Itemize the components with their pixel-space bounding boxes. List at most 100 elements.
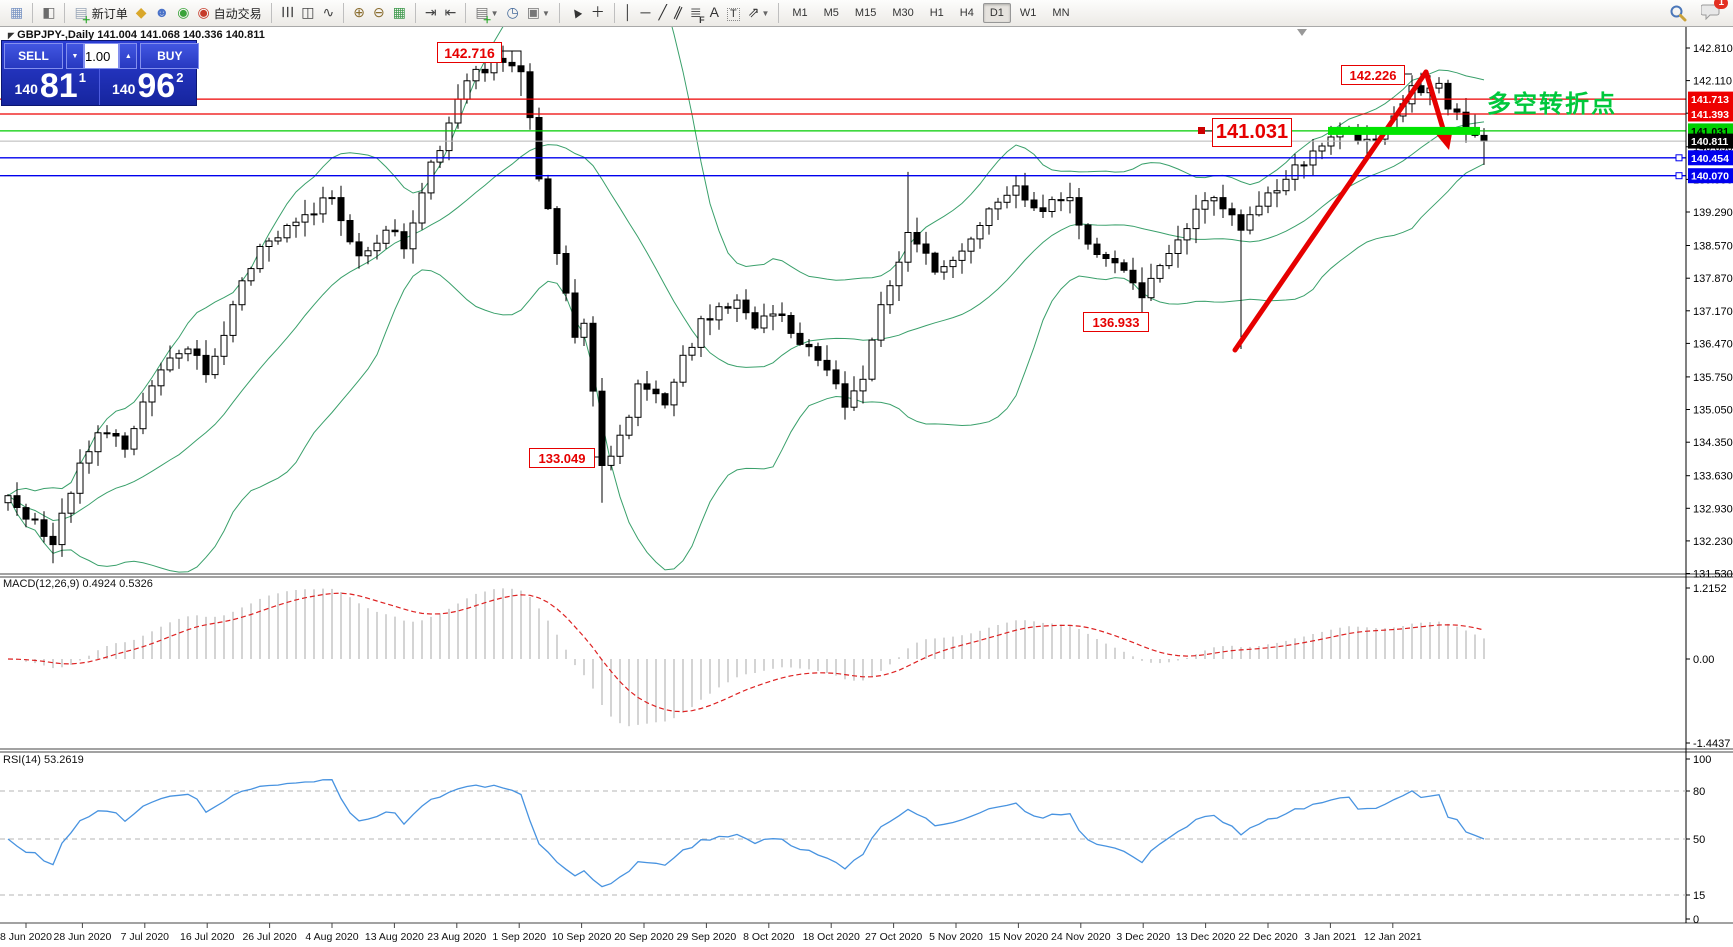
crosshair-icon[interactable]: ＋ [587,2,609,24]
trend-arrow-down[interactable] [1423,69,1447,135]
annotation-swing-low-sep[interactable]: 133.049 [529,448,595,468]
buy-price[interactable]: 140 96 2 [98,69,197,105]
bar-chart-icon[interactable]: ☰ [277,2,298,24]
bull-bear-turning-point-note[interactable]: 多空转折点 [1487,91,1617,118]
candle-body [1291,164,1299,180]
crosshair-icon-glyph: ＋ [590,4,605,20]
auto-scroll-icon-glyph: ⇥ [424,4,437,20]
candle-body [976,225,984,240]
candle-body [166,357,174,371]
cursor-icon[interactable]: ▲ [565,1,587,24]
volume-down-button[interactable]: ▼ [66,43,84,69]
channel-icon[interactable]: ∥ [671,2,686,24]
candle-body [301,214,309,223]
candle-body [400,231,408,250]
volume-up-button[interactable]: ▲ [119,43,138,69]
chart-profile-icon[interactable]: ▣ ▼ [523,2,554,24]
trendline-icon[interactable]: ╱ [654,2,670,24]
zoom-in-icon[interactable]: ⊕ [349,2,369,24]
candlestick-chart-icon[interactable]: ◫ [297,2,318,24]
horizontal-line-icon[interactable]: ─ [637,2,655,24]
deposit-icon-glyph: ◆ [135,4,147,20]
timeframe-m15[interactable]: M15 [854,7,877,19]
timeframe-d1[interactable]: D1 [982,3,1011,23]
timeframe-m5[interactable]: M5 [823,7,839,19]
macd-tick-label: -1.4437 [1693,738,1730,750]
trend-arrow-up[interactable] [1232,69,1429,353]
trendline-icon-glyph: ╱ [658,4,667,20]
candle-body [454,98,462,124]
swing-low-sep-connector [593,456,603,497]
candle-body [31,518,39,521]
candle-body [409,222,417,250]
arrows-icon-dropdown-arrow[interactable]: ▼ [761,8,770,18]
charts-window-icon-glyph: ▦ [10,4,24,20]
timeframe-mn[interactable]: MN [1052,7,1070,19]
signals-icon[interactable]: ◉ [173,2,193,24]
volume-value[interactable]: 1.00 [84,43,120,69]
market-watch-icon[interactable]: ◧ [38,2,59,24]
candle-body [4,495,12,504]
line-drag-handle[interactable] [1675,154,1683,162]
timeframe-h4[interactable]: H4 [959,7,974,19]
macd-pane [7,588,1485,727]
fibonacci-icon[interactable]: ≣ F [686,2,706,25]
price-axis[interactable]: 142.810142.110141.410140.690139.990139.2… [1675,43,1733,926]
auto-trading-button[interactable]: ◉ 自动交易 [193,2,265,24]
notifications-icon[interactable]: 1 [1700,0,1728,25]
key-level-highlight-band[interactable] [1328,126,1480,135]
period-clock-icon-glyph: ◷ [506,4,519,20]
annotation-swing-high-sep[interactable]: 142.716 [437,42,502,63]
arrows-icon[interactable]: ⇗ ▼ [744,2,774,24]
candle-body [742,299,750,314]
sell-button[interactable]: SELL [4,43,63,69]
new-chart-icon-dropdown-arrow[interactable]: ▼ [490,8,499,18]
chart-profile-icon-dropdown-arrow[interactable]: ▼ [542,8,550,18]
date-label: 3 Dec 2020 [1116,931,1170,943]
candle-body [661,393,669,406]
annotation-swing-low-dec[interactable]: 136.933 [1083,312,1149,332]
candle-body [652,388,660,395]
period-clock-icon[interactable]: ◷ [503,2,523,24]
annotation-swing-high-jan[interactable]: 142.226 [1341,65,1405,85]
timeframe-h1[interactable]: H1 [929,7,944,19]
line-drag-handle[interactable] [1675,172,1683,180]
trade-panel-top-row: SELL ▼ 1.00 ▲ BUY [2,41,200,69]
charts-window-icon[interactable]: ▦ [6,2,27,24]
candle-body [688,346,696,356]
zoom-out-icon[interactable]: ⊖ [369,2,389,24]
channel-icon-glyph: ∥ [671,3,685,21]
sell-price[interactable]: 140 81 1 [2,69,99,105]
auto-scroll-icon[interactable]: ⇥ [421,2,441,24]
candle-body [202,354,210,376]
new-chart-icon[interactable]: ▤ ＋ ▼ [471,2,502,25]
search-icon[interactable] [1665,2,1691,24]
buy-button[interactable]: BUY [140,43,200,69]
candle-body [1246,214,1254,231]
text-icon[interactable]: A [706,2,723,24]
line-chart-icon[interactable]: ∿ [318,2,338,24]
candle-body [553,208,561,255]
community-icon[interactable]: ☻ [151,2,174,24]
vertical-line-icon[interactable]: │ [620,2,637,24]
annotation-key-level[interactable]: 141.031 [1212,118,1292,147]
candle-body [859,378,867,392]
candle-body [1444,82,1452,110]
timeframe-m30[interactable]: M30 [892,7,914,19]
chart-shift-icon[interactable]: ⇤ [441,2,461,24]
deposit-icon[interactable]: ◆ [132,2,151,24]
key-level-marker[interactable] [1198,127,1205,134]
text-label-icon[interactable]: T [723,2,744,24]
horizontal-line-icon-glyph: ─ [640,4,651,20]
time-axis[interactable]: 8 Jun 2020 28 Jun 2020 7 Jul 2020 16 Jul 20… [0,923,1422,943]
candle-body [1201,200,1209,210]
candle-body [1021,185,1029,201]
timeframe-w1[interactable]: W1 [1019,7,1037,19]
timeframe-m1[interactable]: M1 [792,7,808,19]
date-label: 13 Dec 2020 [1176,931,1236,943]
date-label: 15 Nov 2020 [989,931,1049,943]
new-order-button[interactable]: ▤ ＋新订单 [70,2,131,25]
chart-shift-marker[interactable] [1297,29,1307,36]
tile-windows-icon[interactable]: ▦ [389,2,410,24]
